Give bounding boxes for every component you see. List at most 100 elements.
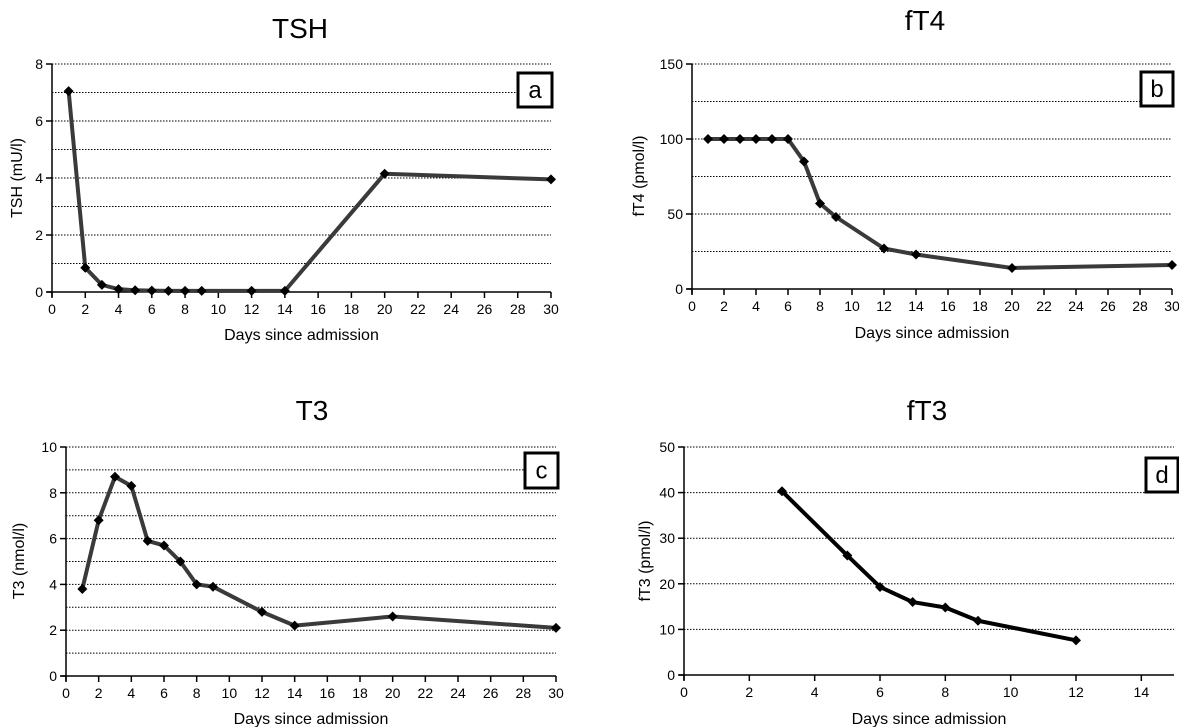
panel-b-y-tick-label-0: 0 xyxy=(675,281,683,297)
panel-c-x-tick-label-0: 0 xyxy=(62,685,70,701)
panel-c-y-tick-label-2: 4 xyxy=(49,576,57,592)
panel-c-x-tick-label-1: 2 xyxy=(95,685,103,701)
panel-c-letter-box xyxy=(523,451,560,490)
panel-b-letter: b xyxy=(1150,76,1163,103)
panel-a-x-tick-label-0: 0 xyxy=(48,301,56,317)
panel-c-point-11 xyxy=(387,611,398,622)
panel-d-y-tick-label-1: 10 xyxy=(659,621,675,637)
panel-c-x-tick-label-5: 10 xyxy=(222,685,238,701)
panel-c-x-tick-label-11: 22 xyxy=(418,685,434,701)
panel-b-point-6 xyxy=(799,156,809,167)
panel-a-y-tick-label-1: 2 xyxy=(35,227,43,243)
panel-c-title: T3 xyxy=(296,395,329,426)
panel-c-point-5 xyxy=(159,540,169,551)
panel-b-y-tick-label-1: 50 xyxy=(667,206,683,222)
panel-a-x-tick-label-11: 22 xyxy=(410,301,426,317)
panel-a-point-11 xyxy=(379,168,390,179)
panel-c-series-line xyxy=(80,474,557,630)
panel-a-x-tick-label-7: 14 xyxy=(277,301,293,317)
panel-c-x-tick-label-9: 18 xyxy=(352,685,368,701)
panel-a-x-tick-label-6: 12 xyxy=(244,301,260,317)
panel-c-x-tick-label-6: 12 xyxy=(254,685,270,701)
panel-a-x-tick-label-15: 30 xyxy=(543,301,559,317)
panel-c-point-10 xyxy=(289,620,300,631)
panel-a-point-12 xyxy=(546,174,556,185)
panel-c-point-4 xyxy=(142,535,153,546)
panel-c-point-3 xyxy=(126,480,137,491)
panel-b-x-axis-label: Days since admission xyxy=(855,325,1010,342)
panel-b-x-tick-label-3: 6 xyxy=(784,298,792,314)
panel-b-title: fT4 xyxy=(905,5,945,36)
panel-a-y-axis-label: TSH (mU/l) xyxy=(9,138,26,218)
panel-c-y-axis-label: T3 (nmol/l) xyxy=(11,523,28,599)
panel-a-y-tick-label-4: 8 xyxy=(35,56,43,72)
panel-a-title: TSH xyxy=(272,13,328,44)
panel-a-point-2 xyxy=(96,279,107,290)
panel-d-y-tick-label-0: 0 xyxy=(667,667,675,683)
panel-a-x-tick-label-2: 4 xyxy=(115,301,123,317)
panel-a-x-tick-label-14: 28 xyxy=(510,301,526,317)
panel-a-point-4 xyxy=(130,285,141,296)
panel-b-y-tick-label-3: 150 xyxy=(660,56,684,72)
panel-a-point-7 xyxy=(180,285,191,296)
panel-b-point-5 xyxy=(783,134,793,144)
panel-d-x-tick-label-6: 12 xyxy=(1068,684,1084,700)
panel-c-letter: c xyxy=(536,458,548,485)
panel-d: 0 10 20 30 40 50 0 2 4 6 8 10 12 14 fT3 Days since admi… xyxy=(637,395,1179,727)
panel-c-point-8 xyxy=(208,581,218,592)
panel-b-point-10 xyxy=(911,249,921,260)
panel-a-x-tick-label-5: 10 xyxy=(211,301,227,317)
panel-d-y-tick-label-2: 20 xyxy=(659,576,675,592)
panel-a-point-3 xyxy=(113,284,124,295)
panel-b-point-3 xyxy=(751,134,761,144)
panel-d-x-axis-label: Days since admission xyxy=(852,711,1007,727)
panel-b-x-tick-label-1: 2 xyxy=(720,298,728,314)
panel-b-x-tick-label-11: 22 xyxy=(1036,298,1052,314)
panel-c-x-tick-label-10: 20 xyxy=(385,685,401,701)
panel-d-point-5 xyxy=(973,615,983,626)
panel-d-x-tick-label-0: 0 xyxy=(680,684,688,700)
panel-d-y-tick-label-5: 50 xyxy=(659,439,675,455)
panel-d-title: fT3 xyxy=(907,395,947,426)
panel-b-x-tick-label-15: 30 xyxy=(1164,298,1179,314)
panel-d-x-tick-label-4: 8 xyxy=(941,684,949,700)
panel-a-x-axis-label: Days since admission xyxy=(224,327,379,344)
panel-b-x-tick-label-6: 12 xyxy=(876,298,892,314)
panel-b-point-1 xyxy=(719,134,729,144)
panel-c-point-9 xyxy=(257,606,267,617)
panel-a-point-0 xyxy=(63,86,74,97)
panel-b-series-line xyxy=(708,137,1173,270)
panel-b-point-8 xyxy=(831,212,841,222)
panel-d-point-0 xyxy=(777,486,787,497)
panel-d-point-3 xyxy=(907,597,918,608)
panel-d-letter: d xyxy=(1155,462,1168,489)
panel-b-point-7 xyxy=(815,198,825,209)
panel-b-point-11 xyxy=(1007,263,1017,273)
panel-a-point-1 xyxy=(80,262,91,273)
panel-c-x-tick-label-13: 26 xyxy=(483,685,499,701)
panel-a-point-5 xyxy=(146,285,157,296)
panel-c-y-tick-label-1: 2 xyxy=(49,622,57,638)
panel-c-x-tick-label-3: 6 xyxy=(160,685,168,701)
panel-a-letter: a xyxy=(528,77,542,104)
panel-a-x-tick-label-4: 8 xyxy=(181,301,189,317)
panel-b-y-axis-label: fT4 (pmol/l) xyxy=(631,136,648,217)
panel-a-point-6 xyxy=(163,285,174,296)
panel-c-y-tick-label-3: 6 xyxy=(49,531,57,547)
panel-d-letter-box xyxy=(1144,456,1179,494)
panel-b-x-tick-label-9: 18 xyxy=(972,298,988,314)
panel-a-x-tick-label-13: 26 xyxy=(477,301,493,317)
panel-a-x-tick-label-8: 16 xyxy=(310,301,326,317)
panel-a-x-tick-label-1: 2 xyxy=(81,301,89,317)
panel-a-y-tick-label-3: 6 xyxy=(35,113,43,129)
panel-a-y-tick-label-0: 0 xyxy=(35,284,43,300)
panel-b-y-tick-label-2: 100 xyxy=(660,131,684,147)
panel-c-x-tick-label-4: 8 xyxy=(193,685,201,701)
panel-c-y-tick-label-0: 0 xyxy=(49,668,57,684)
panel-b-x-tick-label-8: 16 xyxy=(940,298,956,314)
panel-b-x-tick-label-0: 0 xyxy=(688,298,696,314)
panel-b-point-9 xyxy=(879,243,889,254)
panel-a-x-tick-label-3: 6 xyxy=(148,301,156,317)
panel-c-point-1 xyxy=(93,515,104,526)
